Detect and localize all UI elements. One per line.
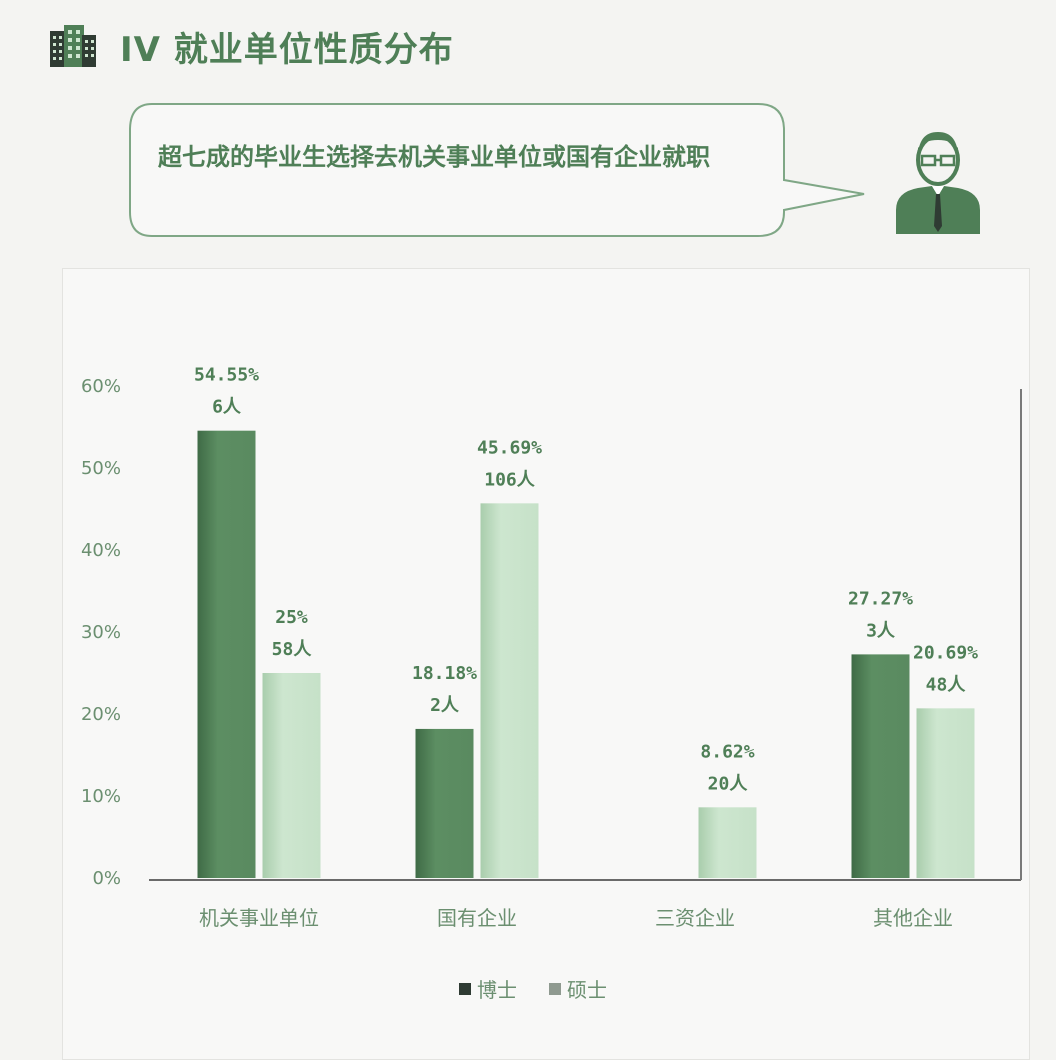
- chart-panel: 0% 10% 20% 30% 40% 50% 60% 54.55% 6人 25% 58人 18.18…: [62, 268, 1030, 1060]
- y-tick-label: 40%: [81, 540, 121, 561]
- y-tick-label: 10%: [81, 786, 121, 807]
- bar-master: [916, 708, 975, 878]
- data-label-percent: 8.62%: [700, 741, 754, 762]
- data-label-count: 3人: [866, 620, 896, 641]
- bar-phd: [415, 728, 474, 878]
- bar-phd: [851, 654, 910, 878]
- y-tick-label: 20%: [81, 704, 121, 725]
- y-tick-label: 60%: [81, 376, 121, 397]
- category-label: 机关事业单位: [199, 906, 319, 930]
- category-label: 国有企业: [437, 906, 517, 930]
- data-label-percent: 18.18%: [412, 663, 477, 684]
- section-title: IV 就业单位性质分布: [120, 29, 454, 70]
- data-label-percent: 25%: [275, 607, 308, 628]
- bar-master: [262, 673, 321, 878]
- data-label-count: 106人: [484, 469, 536, 490]
- category-label: 三资企业: [655, 906, 735, 930]
- data-label-count: 20人: [708, 773, 749, 794]
- bar-chart: 0% 10% 20% 30% 40% 50% 60% 54.55% 6人 25% 58人 18.18…: [81, 365, 1022, 1002]
- data-label-percent: 54.55%: [194, 365, 259, 386]
- callout-bubble-outline: [129, 103, 865, 237]
- y-tick-label: 30%: [81, 622, 121, 643]
- building-icon: [50, 25, 96, 67]
- bar-master: [698, 807, 757, 878]
- callout-bubble: 超七成的毕业生选择去机关事业单位或国有企业就职: [128, 102, 888, 238]
- bar-master: [480, 503, 539, 878]
- data-label-percent: 27.27%: [848, 588, 913, 609]
- data-label-percent: 20.69%: [913, 642, 978, 663]
- data-label-percent: 45.69%: [477, 437, 542, 458]
- callout-text: 超七成的毕业生选择去机关事业单位或国有企业就职: [158, 143, 710, 171]
- category-label: 其他企业: [873, 906, 953, 930]
- y-tick-label: 0%: [92, 868, 121, 889]
- data-label-count: 2人: [430, 695, 460, 716]
- data-label-count: 48人: [926, 674, 967, 695]
- y-tick-label: 50%: [81, 458, 121, 479]
- bar-phd: [197, 430, 256, 878]
- legend-swatch: [459, 983, 471, 995]
- legend-swatch: [549, 983, 561, 995]
- person-icon: [896, 132, 980, 234]
- legend-label: 硕士: [567, 978, 607, 1002]
- data-label-count: 6人: [212, 397, 242, 418]
- data-label-count: 58人: [272, 639, 313, 660]
- legend-label: 博士: [477, 978, 517, 1002]
- section-header: IV 就业单位性质分布: [48, 18, 454, 74]
